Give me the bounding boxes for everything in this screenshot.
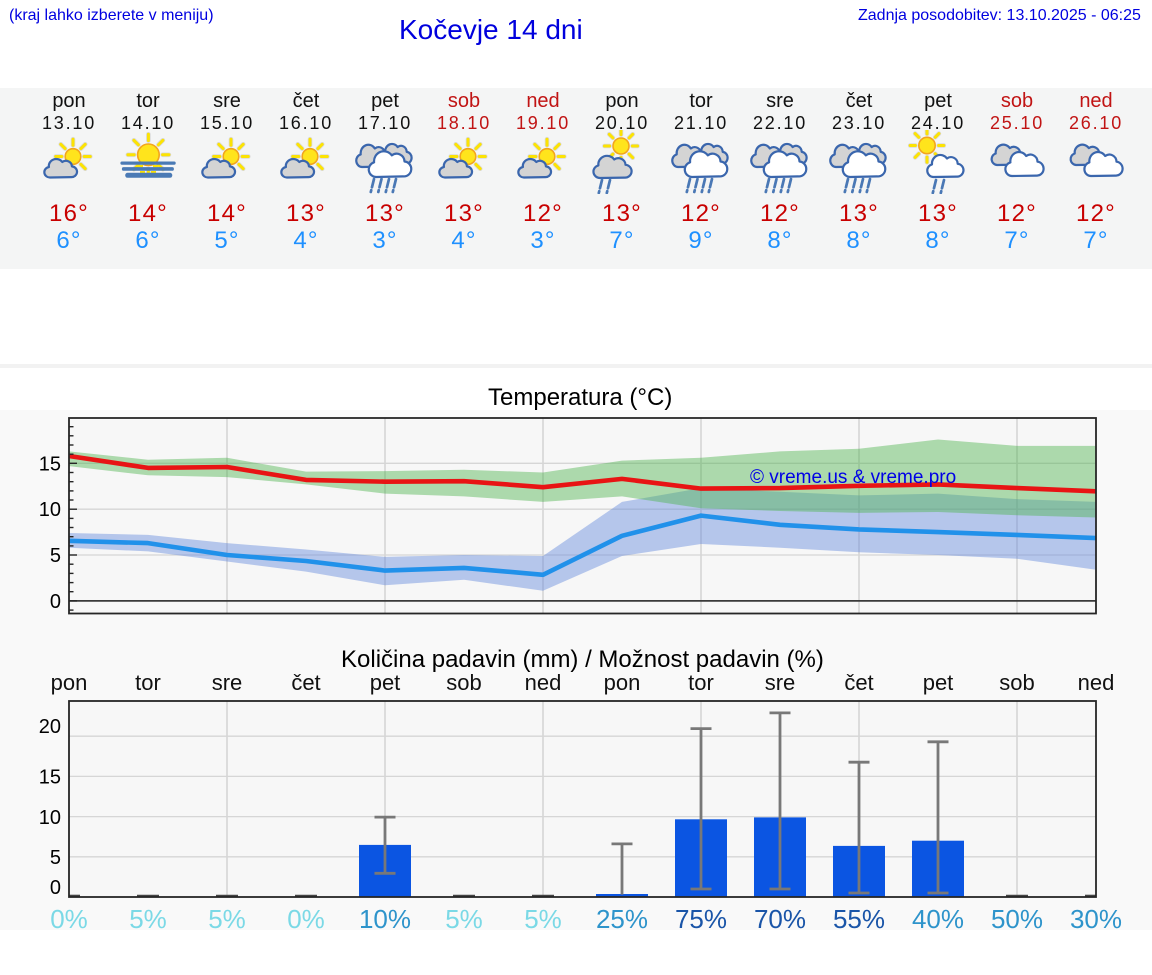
svg-text:© vreme.us & vreme.pro: © vreme.us & vreme.pro: [750, 467, 956, 488]
svg-text:10: 10: [39, 807, 61, 829]
svg-text:15: 15: [39, 453, 61, 475]
svg-text:20: 20: [39, 716, 61, 738]
svg-text:5: 5: [50, 545, 61, 567]
svg-text:10: 10: [39, 499, 61, 521]
svg-text:0: 0: [50, 877, 61, 899]
svg-text:0: 0: [50, 591, 61, 613]
svg-text:5: 5: [50, 847, 61, 869]
svg-text:15: 15: [39, 767, 61, 789]
